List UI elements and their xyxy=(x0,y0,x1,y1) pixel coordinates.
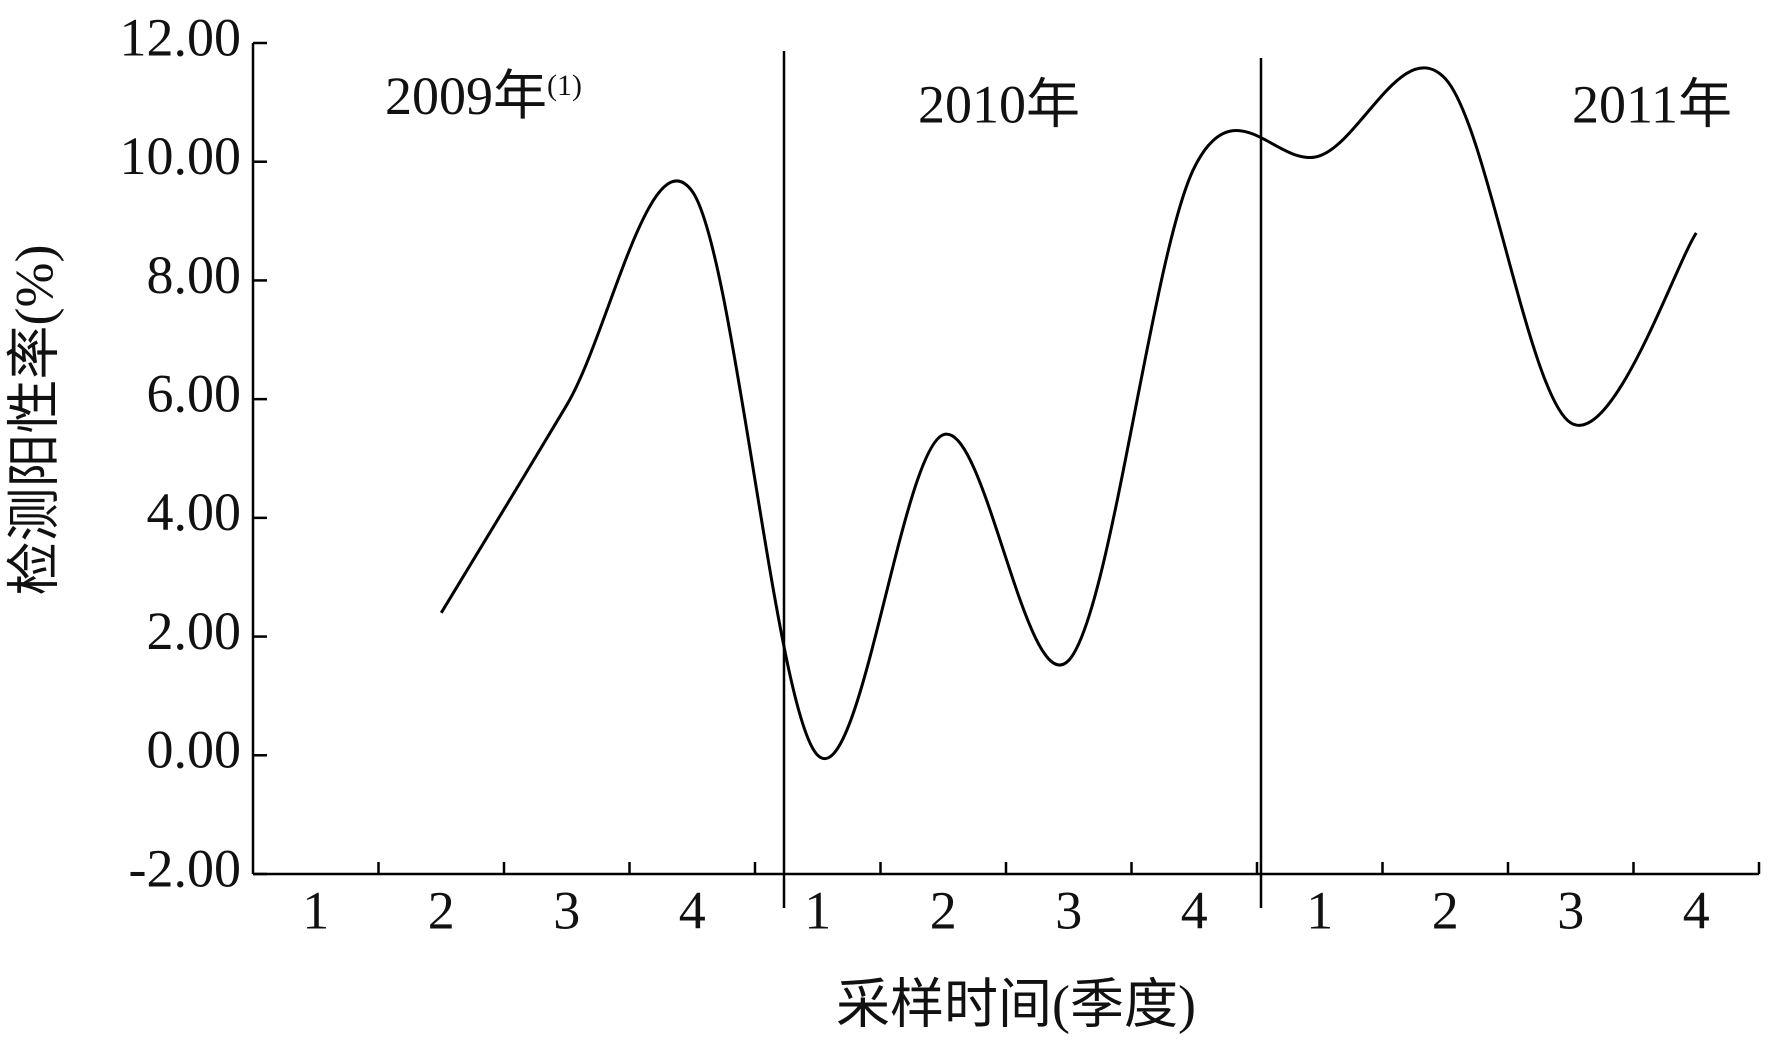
x-tick-label: 1 xyxy=(804,880,831,940)
y-tick-label: 12.00 xyxy=(120,7,242,67)
annotation-text: 2009年 xyxy=(385,66,547,126)
y-tick-label: 0.00 xyxy=(147,720,242,780)
x-tick-label: 4 xyxy=(679,880,706,940)
data-line xyxy=(439,66,1698,760)
x-tick-label: 2 xyxy=(1432,880,1459,940)
x-tick-label: 3 xyxy=(1055,880,1082,940)
x-tick-label: 2 xyxy=(428,880,455,940)
y-tick-label: 10.00 xyxy=(120,126,242,186)
annotation: 2010年 xyxy=(918,74,1080,134)
y-axis-title: 检测阳性率(%) xyxy=(4,245,64,596)
y-tick-label: 4.00 xyxy=(147,482,242,542)
x-tick-label: 1 xyxy=(302,880,329,940)
x-tick-label: 2 xyxy=(930,880,957,940)
annotation: 2011年 xyxy=(1572,74,1732,134)
x-tick-label: 3 xyxy=(1557,880,1584,940)
x-tick-label: 4 xyxy=(1683,880,1710,940)
y-tick-label: 6.00 xyxy=(147,364,242,424)
x-tick-label: 1 xyxy=(1306,880,1333,940)
y-tick-label: 8.00 xyxy=(147,245,242,305)
annotation: 2009年(1) xyxy=(385,66,582,126)
x-tick-label: 4 xyxy=(1181,880,1208,940)
annotation-note: (1) xyxy=(547,69,582,102)
y-tick-label: -2.00 xyxy=(129,838,241,898)
y-tick-label: 2.00 xyxy=(147,601,242,661)
x-tick-label: 3 xyxy=(553,880,580,940)
x-axis-title: 采样时间(季度) xyxy=(836,974,1196,1034)
